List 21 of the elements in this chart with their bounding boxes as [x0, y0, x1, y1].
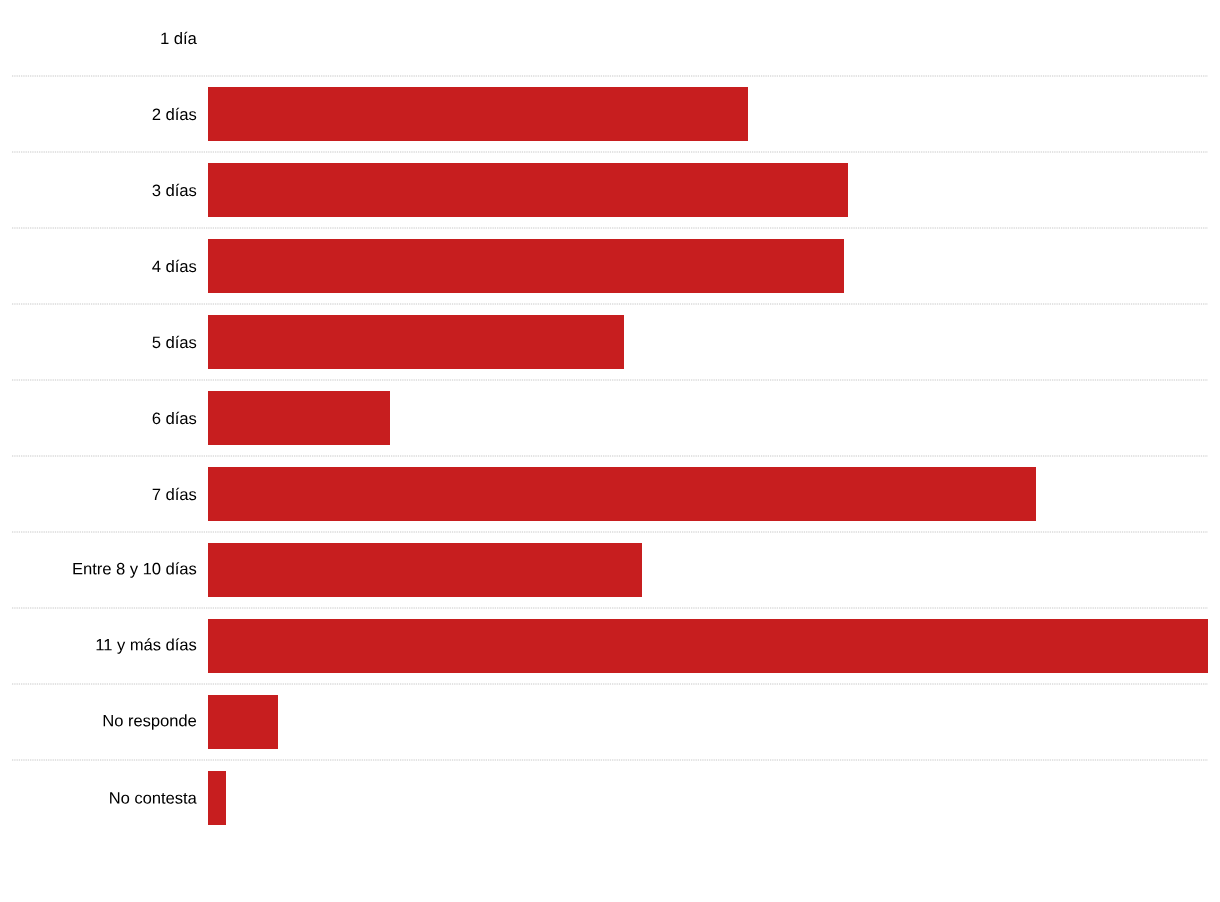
y-tick-label: 3 días	[152, 183, 197, 197]
bar	[208, 163, 848, 217]
y-tick-label: 11 y más días	[96, 638, 197, 654]
bar	[208, 543, 642, 598]
y-tick-label: No responde	[103, 714, 197, 730]
bar	[208, 391, 390, 445]
bar	[208, 467, 1036, 522]
y-tick-label: 4 días	[152, 259, 197, 273]
y-tick-label: Entre 8 y 10 días	[73, 562, 197, 578]
bar	[208, 239, 844, 293]
y-tick-label: 6 días	[152, 411, 197, 425]
y-tick-label: No contesta	[110, 792, 197, 804]
y-tick-label: 2 días	[152, 107, 197, 121]
y-tick-label: 5 días	[152, 335, 197, 349]
y-tick-label: 1 día	[161, 31, 197, 45]
bar	[208, 695, 278, 750]
bar	[208, 315, 624, 369]
y-tick-label: 7 días	[152, 487, 197, 501]
bar	[208, 619, 1208, 674]
bar	[208, 771, 226, 826]
bar	[208, 87, 748, 141]
